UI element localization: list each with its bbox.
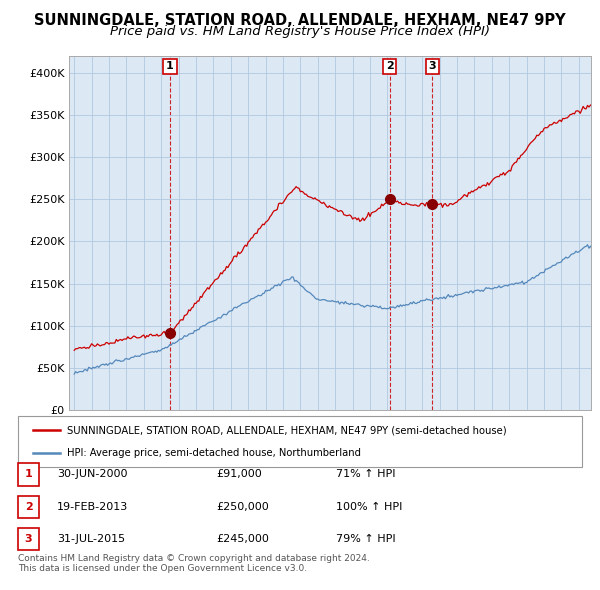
Text: 2: 2 xyxy=(386,61,394,71)
Text: 30-JUN-2000: 30-JUN-2000 xyxy=(57,470,128,479)
Text: £91,000: £91,000 xyxy=(216,470,262,479)
Text: 79% ↑ HPI: 79% ↑ HPI xyxy=(336,535,395,544)
Text: SUNNINGDALE, STATION ROAD, ALLENDALE, HEXHAM, NE47 9PY (semi-detached house): SUNNINGDALE, STATION ROAD, ALLENDALE, HE… xyxy=(67,425,507,435)
Text: 1: 1 xyxy=(25,470,32,479)
Text: 71% ↑ HPI: 71% ↑ HPI xyxy=(336,470,395,479)
Text: 3: 3 xyxy=(428,61,436,71)
Text: £250,000: £250,000 xyxy=(216,502,269,512)
Text: 19-FEB-2013: 19-FEB-2013 xyxy=(57,502,128,512)
Text: Contains HM Land Registry data © Crown copyright and database right 2024.
This d: Contains HM Land Registry data © Crown c… xyxy=(18,554,370,573)
Text: 2: 2 xyxy=(25,502,32,512)
Text: Price paid vs. HM Land Registry's House Price Index (HPI): Price paid vs. HM Land Registry's House … xyxy=(110,25,490,38)
Text: 100% ↑ HPI: 100% ↑ HPI xyxy=(336,502,403,512)
Text: £245,000: £245,000 xyxy=(216,535,269,544)
Text: HPI: Average price, semi-detached house, Northumberland: HPI: Average price, semi-detached house,… xyxy=(67,448,361,458)
Text: 3: 3 xyxy=(25,535,32,544)
Text: SUNNINGDALE, STATION ROAD, ALLENDALE, HEXHAM, NE47 9PY: SUNNINGDALE, STATION ROAD, ALLENDALE, HE… xyxy=(34,13,566,28)
Text: 1: 1 xyxy=(166,61,174,71)
Text: 31-JUL-2015: 31-JUL-2015 xyxy=(57,535,125,544)
